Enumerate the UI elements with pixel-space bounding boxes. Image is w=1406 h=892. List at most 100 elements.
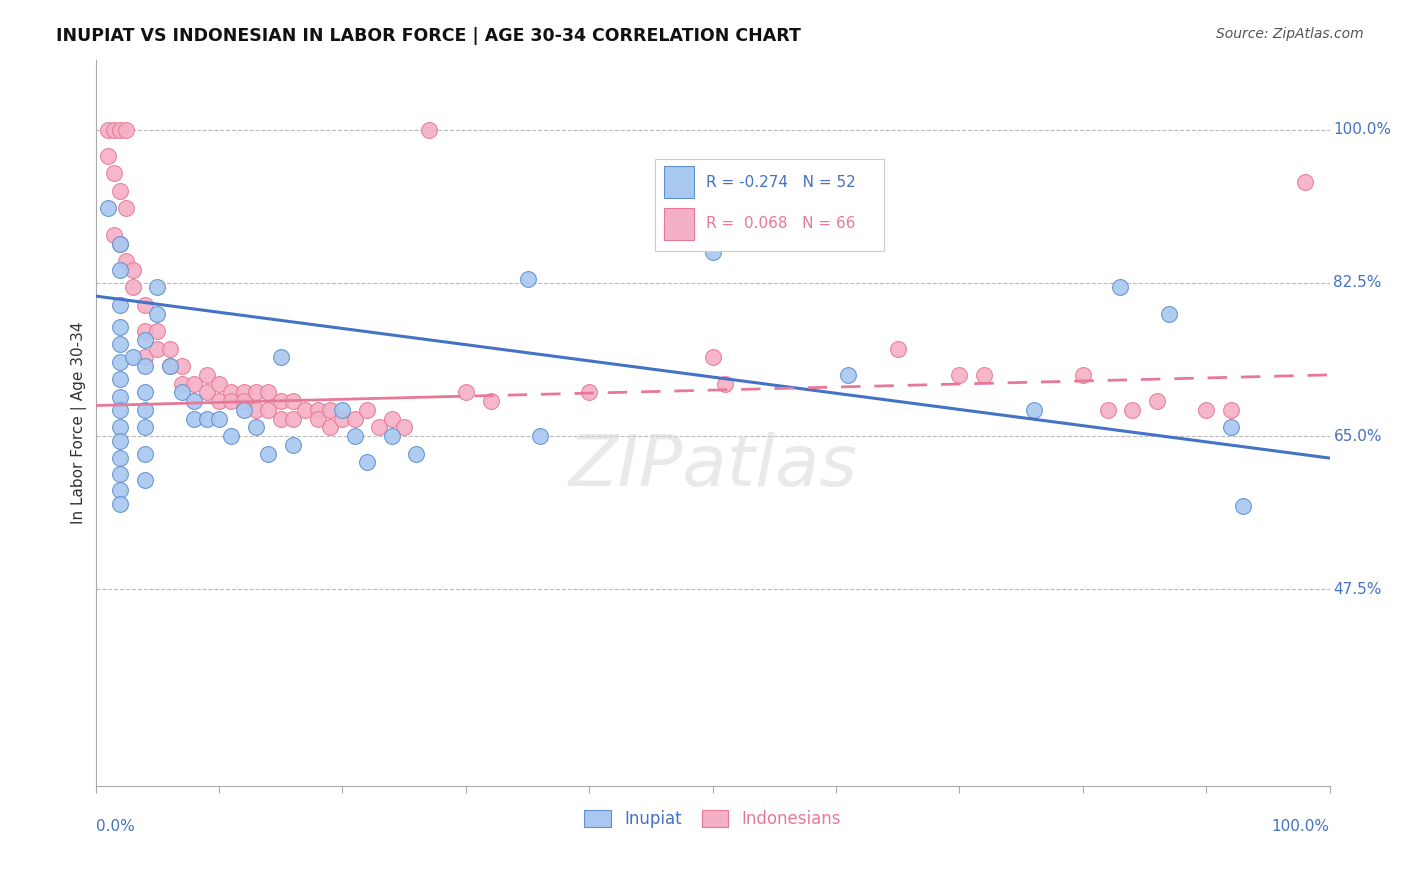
Point <box>103 122 125 136</box>
Point <box>208 411 231 425</box>
Point <box>1220 420 1243 434</box>
Point <box>516 271 538 285</box>
Legend: Inupiat, Indonesians: Inupiat, Indonesians <box>579 805 846 832</box>
Point <box>529 429 551 443</box>
Point <box>270 411 292 425</box>
Point <box>343 429 366 443</box>
Point <box>319 420 342 434</box>
Point <box>110 319 132 334</box>
Point <box>103 166 125 180</box>
Point <box>110 483 132 498</box>
Point <box>195 368 218 382</box>
Point <box>381 411 404 425</box>
Text: ZIPatlas: ZIPatlas <box>568 432 858 501</box>
Point <box>110 337 132 351</box>
Point <box>110 236 132 251</box>
Point <box>134 333 156 347</box>
Text: R =  0.068   N = 66: R = 0.068 N = 66 <box>706 217 855 231</box>
Point <box>146 324 169 338</box>
Point <box>110 372 132 386</box>
Point <box>270 394 292 409</box>
Point <box>97 149 120 163</box>
Point <box>110 498 132 512</box>
Point <box>110 403 132 417</box>
Point <box>134 351 156 365</box>
Text: 47.5%: 47.5% <box>1333 582 1382 597</box>
Point <box>159 359 181 373</box>
Point <box>232 394 254 409</box>
Point <box>110 184 132 198</box>
Point <box>110 451 132 466</box>
Point <box>110 262 132 277</box>
Point <box>702 351 724 365</box>
Point <box>1071 368 1094 382</box>
Point <box>307 403 329 417</box>
Point <box>1109 280 1132 294</box>
Point <box>115 254 138 268</box>
Point <box>381 429 404 443</box>
Point <box>1232 500 1254 514</box>
Point <box>1121 403 1143 417</box>
Point <box>134 324 156 338</box>
Point <box>837 368 859 382</box>
Point <box>195 385 218 400</box>
Point <box>110 355 132 369</box>
Point <box>332 411 354 425</box>
Point <box>1159 307 1181 321</box>
Point <box>134 447 156 461</box>
Point <box>332 403 354 417</box>
Point <box>134 298 156 312</box>
Point <box>97 122 120 136</box>
Point <box>270 351 292 365</box>
Point <box>578 385 600 400</box>
Point <box>294 403 316 417</box>
Point <box>110 467 132 481</box>
Point <box>183 394 205 409</box>
Point <box>183 376 205 391</box>
Point <box>134 420 156 434</box>
Point <box>110 434 132 448</box>
Point <box>97 202 120 216</box>
Point <box>702 245 724 260</box>
Point <box>307 411 329 425</box>
Point <box>392 420 415 434</box>
Point <box>887 342 910 356</box>
Y-axis label: In Labor Force | Age 30-34: In Labor Force | Age 30-34 <box>72 322 87 524</box>
Point <box>245 385 267 400</box>
Point <box>343 411 366 425</box>
Point <box>146 280 169 294</box>
Point <box>208 376 231 391</box>
Point <box>1146 394 1168 409</box>
Point <box>356 455 378 469</box>
Text: 100.0%: 100.0% <box>1333 122 1392 137</box>
Point <box>1220 403 1243 417</box>
Point <box>110 390 132 404</box>
Point <box>356 403 378 417</box>
Text: 100.0%: 100.0% <box>1272 819 1330 834</box>
Point <box>1294 175 1316 189</box>
Point <box>134 403 156 417</box>
Point <box>368 420 391 434</box>
Point <box>121 280 143 294</box>
Point <box>714 376 737 391</box>
Point <box>1022 403 1045 417</box>
Point <box>245 403 267 417</box>
Point <box>1195 403 1218 417</box>
Point <box>973 368 995 382</box>
Point <box>183 411 205 425</box>
Point <box>115 122 138 136</box>
Text: 0.0%: 0.0% <box>96 819 135 834</box>
Point <box>221 429 243 443</box>
Point <box>115 202 138 216</box>
Point <box>479 394 502 409</box>
Point <box>221 394 243 409</box>
Point <box>257 385 280 400</box>
Point <box>195 411 218 425</box>
Point <box>418 122 440 136</box>
Point <box>454 385 477 400</box>
Point <box>245 420 267 434</box>
Point <box>146 307 169 321</box>
Point <box>110 236 132 251</box>
Point <box>121 351 143 365</box>
Text: 65.0%: 65.0% <box>1333 429 1382 443</box>
